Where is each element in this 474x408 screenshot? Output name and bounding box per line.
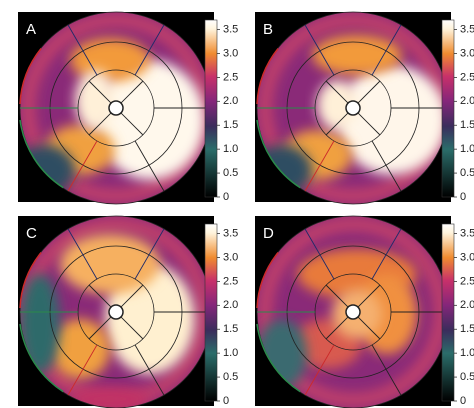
segment-line [120, 112, 144, 136]
colorbar-tick-label: 3.0 [223, 47, 238, 59]
segment-line [371, 228, 402, 280]
colorbar-tick-label: 2.0 [460, 299, 474, 311]
segment-line [67, 228, 98, 280]
colorbar-tick-label: 0 [460, 191, 466, 203]
map-blob [60, 234, 160, 294]
territory-arc [256, 323, 301, 393]
segment-line [371, 24, 402, 76]
colorbar [204, 19, 218, 198]
apex [108, 304, 124, 320]
colorbar-tick-label: 3.5 [223, 227, 238, 239]
colorbar-tick-label: 1.5 [460, 323, 474, 335]
panel: B 0 0.5 1.0 1.5 2.0 2.5 3.0 3.5 [255, 11, 474, 205]
colorbar-tick-label: 3.5 [223, 23, 238, 35]
colorbar-tick-label: 2.5 [223, 71, 238, 83]
map-blob [70, 38, 150, 82]
colorbar-tick-label: 3.0 [460, 251, 474, 263]
colorbar-tick-label: 2.5 [223, 275, 238, 287]
colorbar-tick-label: 0 [460, 395, 466, 407]
segment-line [304, 228, 335, 280]
segment-line [134, 228, 165, 280]
segment-line [357, 80, 381, 104]
colorbar-tick-label: 3.5 [460, 227, 474, 239]
panel-label: D [263, 225, 274, 242]
segment-line [134, 344, 165, 396]
colorbar-tick-label: 2.0 [460, 95, 474, 107]
segment-line [357, 112, 381, 136]
segment-line [304, 24, 335, 76]
apex [345, 100, 361, 116]
panel: D 0 0.5 1.0 1.5 2.0 2.5 3.0 3.5 [255, 215, 474, 408]
segment-line [134, 140, 165, 192]
colorbar-tick-label: 2.5 [460, 71, 474, 83]
segment-line [357, 284, 381, 308]
colorbar-tick-label: 0.5 [223, 371, 238, 383]
colorbar-tick-label: 2.5 [460, 275, 474, 287]
colorbar [441, 19, 455, 198]
panel: A 0 0.5 1.0 1.5 2.0 2.5 3.0 3.5 [18, 11, 238, 205]
panel: C 0 0.5 1.0 1.5 2.0 2.5 3.0 3.5 [18, 215, 238, 408]
colorbar [204, 223, 218, 402]
colorbar [441, 223, 455, 402]
segment-line [88, 284, 112, 308]
map-blob [312, 35, 402, 75]
segment-line [371, 140, 402, 192]
segment-line [134, 24, 165, 76]
colorbar-tick-label: 0.5 [223, 167, 238, 179]
segment-line [88, 316, 112, 340]
colorbar-tick-label: 1.5 [223, 119, 238, 131]
segment-line [325, 80, 349, 104]
colorbar-tick-label: 2.0 [223, 299, 238, 311]
colorbar-tick-label: 0 [223, 395, 229, 407]
segment-line [67, 140, 98, 192]
map-blob [95, 60, 205, 180]
colorbar-tick-label: 1.5 [223, 323, 238, 335]
colorbar-tick-label: 1.0 [223, 347, 238, 359]
segment-line [325, 316, 349, 340]
segment-line [120, 80, 144, 104]
segment-line [120, 284, 144, 308]
territory-arc [19, 323, 64, 393]
territory-arc [19, 119, 64, 189]
map-blob [337, 65, 447, 175]
colorbar-tick-label: 3.0 [460, 47, 474, 59]
segment-line [88, 80, 112, 104]
territory-arc [19, 252, 42, 309]
segment-line [88, 112, 112, 136]
segment-line [325, 284, 349, 308]
panel-label: C [26, 225, 37, 242]
segment-line [120, 316, 144, 340]
territory-arc [256, 119, 301, 189]
polar-map [257, 12, 449, 204]
segment-line [371, 344, 402, 396]
territory-arc [19, 48, 42, 105]
panel-label: B [263, 21, 273, 38]
colorbar-tick-label: 1.5 [460, 119, 474, 131]
segment-line [67, 344, 98, 396]
map-blob [20, 274, 60, 374]
colorbar-tick-label: 3.5 [460, 23, 474, 35]
segment-line [304, 140, 335, 192]
segment-line [325, 112, 349, 136]
colorbar-tick-label: 1.0 [460, 143, 474, 155]
territory-arc [256, 48, 279, 105]
colorbar-tick-label: 0 [223, 191, 229, 203]
map-blob [75, 70, 115, 130]
map-blob [50, 319, 110, 379]
colorbar-tick-label: 1.0 [460, 347, 474, 359]
segment-line [67, 24, 98, 76]
segment-line [357, 316, 381, 340]
colorbar-tick-label: 0.5 [460, 167, 474, 179]
colorbar-tick-label: 1.0 [223, 143, 238, 155]
map-blob [317, 80, 357, 130]
colorbar-tick-label: 2.0 [223, 95, 238, 107]
segment-line [304, 344, 335, 396]
colorbar-tick-label: 3.0 [223, 251, 238, 263]
apex [345, 304, 361, 320]
colorbar-tick-label: 0.5 [460, 371, 474, 383]
panel-label: A [26, 21, 36, 38]
territory-arc [256, 252, 279, 309]
apex [108, 100, 124, 116]
